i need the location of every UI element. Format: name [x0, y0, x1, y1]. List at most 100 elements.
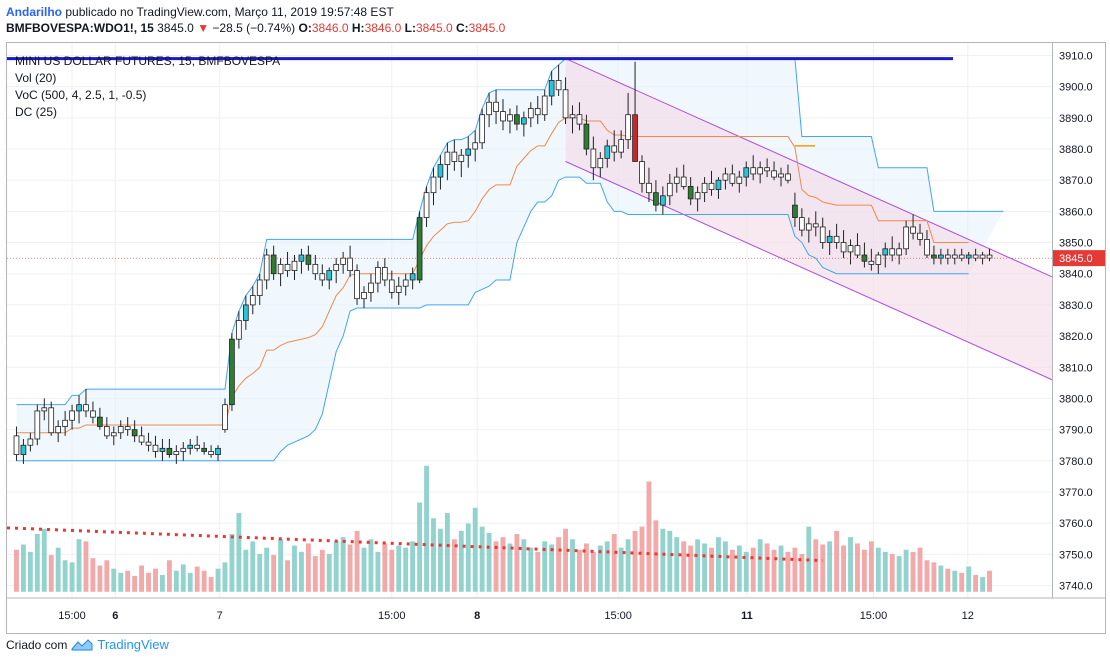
candle-body [722, 173, 729, 181]
volume-bar [702, 543, 707, 592]
volume-bar [340, 537, 346, 592]
volume-bar [180, 564, 186, 592]
volume-bar [493, 541, 499, 592]
candle-body [215, 447, 221, 455]
volume-bar [479, 526, 485, 592]
volume-bar [959, 572, 965, 592]
candle-body [944, 254, 951, 259]
donchian-middle [16, 117, 969, 434]
volume-bar [743, 551, 749, 592]
volume-bar [771, 549, 777, 592]
tradingview-brand[interactable]: TradingView [97, 637, 169, 652]
candle-body [117, 426, 124, 434]
candle-body [840, 242, 847, 253]
candle-body [694, 192, 701, 200]
candle-body [103, 426, 110, 437]
candle-body [958, 254, 965, 259]
volume-bar [695, 539, 701, 592]
candle-body [340, 257, 346, 265]
price-tick-label: 3880.0 [1059, 144, 1093, 156]
volume-bar [431, 518, 436, 592]
volume-bar [271, 555, 277, 592]
time-tick-label: 15:00 [604, 610, 632, 622]
author-name[interactable]: Andarilho [6, 5, 62, 19]
volume-bar [139, 565, 145, 592]
indicator-lines [6, 57, 1004, 563]
candle-body [444, 151, 451, 166]
candle-body [715, 179, 722, 190]
chart-header: Andarilho publicado no TradingView.com, … [6, 4, 505, 36]
volume-bar [111, 568, 117, 592]
price-axis[interactable]: 3910.0 3900.0 3890.0 3880.0 3870.0 3860.0 3850… [7, 43, 1105, 598]
candle-body [90, 410, 96, 418]
candle-body [583, 123, 590, 150]
candle-body [729, 173, 736, 184]
candle-body [55, 426, 62, 434]
volume-bar [868, 541, 874, 592]
candle-body [48, 407, 55, 434]
candle-body [173, 451, 180, 455]
candle-body [249, 295, 256, 306]
chart-pane[interactable]: 3910.0 3900.0 3890.0 3880.0 3870.0 3860.0 3850… [6, 42, 1106, 634]
time-tick-label: 12 [962, 610, 974, 622]
volume-bar [590, 551, 596, 592]
candle-body [972, 254, 979, 259]
volume-bar [243, 549, 249, 592]
price-tick-label: 3740.0 [1059, 581, 1093, 593]
price-tick-label: 3850.0 [1059, 238, 1093, 250]
candle-body [41, 407, 48, 412]
price-chart[interactable]: 3910.0 3900.0 3890.0 3880.0 3870.0 3860.0 3850… [6, 43, 1105, 628]
candle-body [764, 167, 770, 172]
price-axis-border [1052, 43, 1053, 598]
close-label: C: [455, 21, 469, 35]
volume-bar [173, 570, 179, 592]
candle-body [680, 176, 687, 187]
volume-bar [778, 545, 784, 592]
price-tick-label: 3780.0 [1059, 456, 1093, 468]
candle-body [576, 114, 583, 125]
volume-bar [347, 544, 353, 592]
volume-bar [785, 551, 791, 592]
open-label: O: [298, 21, 312, 35]
volume-bar [500, 537, 506, 592]
candle-body [924, 239, 930, 256]
candle-body [305, 254, 312, 265]
candle-body [882, 248, 889, 256]
candle-body [854, 245, 861, 256]
time-axis[interactable]: 15:00 6 7 15:00 8 15:00 11 15:00 12 [7, 597, 1105, 622]
candle-body [979, 254, 986, 259]
volume-bar [278, 539, 284, 592]
volume-bar [118, 572, 124, 592]
candle-body [708, 182, 715, 190]
volume-bar [903, 549, 909, 592]
candle-body [548, 80, 555, 97]
volume-bar [583, 543, 589, 592]
volume-bar [424, 465, 429, 592]
publish-info: publicado no TradingView.com, Março 11, … [65, 5, 394, 19]
volume-bar [299, 551, 304, 592]
open-value: 3846.0 [311, 21, 349, 35]
candle-body [375, 267, 381, 284]
volume-bar [875, 547, 881, 592]
volume-bar [917, 547, 923, 592]
candle-body [847, 245, 854, 253]
candle-body [555, 80, 562, 91]
volume-bar [368, 539, 374, 592]
volume-bar [507, 543, 513, 592]
candle-body [666, 182, 673, 197]
candle-body [159, 447, 166, 452]
candle-body [826, 235, 833, 243]
candle-body [131, 429, 138, 437]
volume-bar [62, 560, 68, 592]
volume-bar [535, 551, 541, 592]
candle-body [514, 114, 520, 125]
candle-body [333, 263, 340, 272]
candle-body [124, 426, 131, 431]
candle-body [875, 254, 882, 265]
candle-body [604, 145, 611, 159]
volume-bar [292, 545, 297, 592]
close-value: 3845.0 [468, 21, 506, 35]
price-tick-label: 3760.0 [1059, 518, 1093, 530]
volume-bar [146, 572, 151, 592]
volume-bar [563, 528, 568, 592]
